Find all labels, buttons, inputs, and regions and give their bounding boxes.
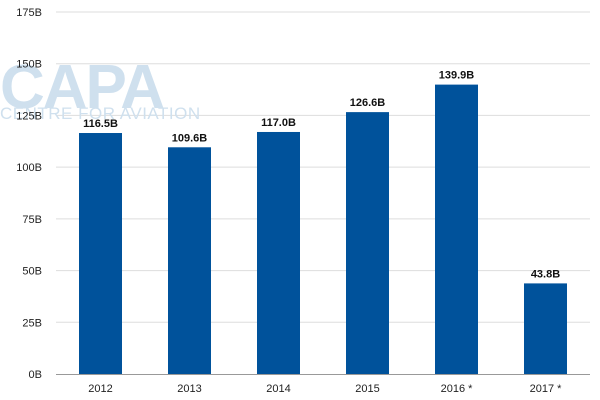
capa-watermark-logo: CAPA CENTRE FOR AVIATION <box>0 53 201 123</box>
bar-2012 <box>79 133 122 374</box>
data-label: 116.5B <box>83 118 118 130</box>
x-tick-label: 2015 <box>355 383 379 395</box>
x-tick-label: 2016 * <box>441 383 474 395</box>
y-tick-label: 0B <box>29 369 42 381</box>
data-label: 117.0B <box>261 117 296 129</box>
bar-2013 <box>168 147 211 374</box>
y-tick-label: 125B <box>16 110 42 122</box>
y-tick-label: 75B <box>22 214 42 226</box>
data-label: 109.6B <box>172 132 208 144</box>
y-tick-label: 175B <box>16 7 42 19</box>
bar-2015 <box>346 112 389 374</box>
watermark-tagline: CENTRE FOR AVIATION <box>0 104 201 123</box>
data-label: 126.6B <box>350 97 386 109</box>
bar-2014 <box>257 131 300 374</box>
x-tick-label: 2014 <box>266 383 290 395</box>
bar-2017 <box>524 283 567 374</box>
x-axis-tick-labels: 2012 2013 2014 2015 2016 * 2017 * <box>88 383 562 395</box>
data-label: 43.8B <box>531 268 560 280</box>
y-axis-tick-labels: 0B 25B 50B 75B 100B 125B 150B 175B <box>16 7 42 381</box>
y-tick-label: 150B <box>16 59 42 71</box>
y-tick-label: 100B <box>16 162 42 174</box>
x-tick-label: 2012 <box>88 383 112 395</box>
data-label: 139.9B <box>439 70 475 82</box>
grid-lines <box>56 11 590 323</box>
bars <box>79 84 567 374</box>
x-tick-label: 2017 * <box>530 383 563 395</box>
data-labels: 116.5B 109.6B 117.0B 126.6B 139.9B 43.8B <box>83 70 560 281</box>
y-tick-label: 50B <box>22 266 42 278</box>
bar-2016 <box>435 84 478 374</box>
y-tick-label: 25B <box>22 317 42 329</box>
x-tick-label: 2013 <box>177 383 201 395</box>
watermark-logo-text: CAPA <box>0 53 164 122</box>
